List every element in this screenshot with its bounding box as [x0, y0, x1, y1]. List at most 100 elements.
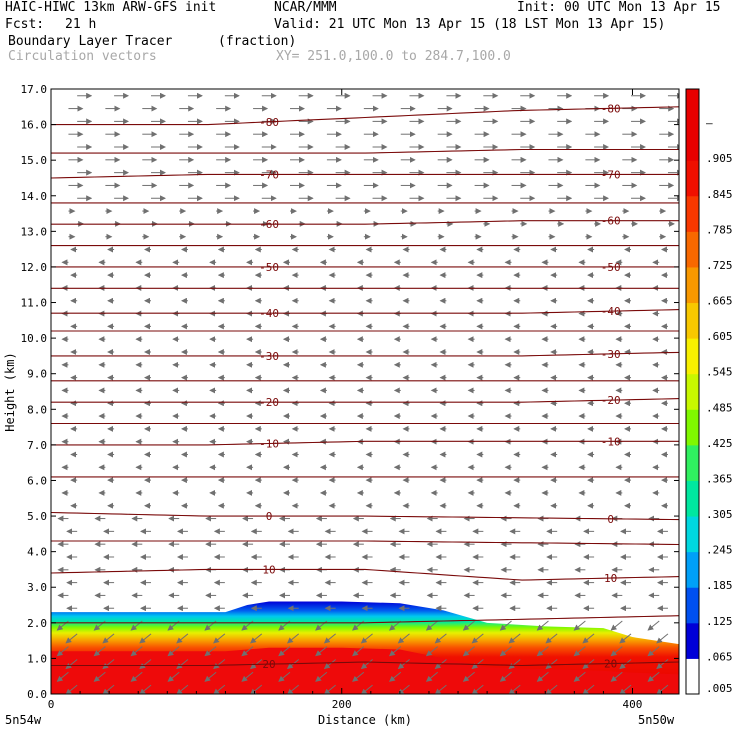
vector-arrow — [573, 620, 586, 631]
vector-arrow — [241, 646, 254, 657]
y-tick-label: 4.0 — [27, 546, 47, 559]
x-tick-label: 400 — [623, 698, 643, 711]
y-tick-label: 8.0 — [27, 403, 47, 416]
vector-arrow — [656, 659, 669, 670]
contour-line — [51, 661, 679, 667]
vector-arrow — [102, 684, 115, 694]
contour-line — [51, 540, 679, 546]
plot-frame — [50, 88, 680, 695]
vector-arrow — [397, 659, 410, 670]
vector-arrow — [425, 620, 439, 631]
valid-time: Valid: 21 UTC Mon 13 Apr 15 (18 LST Mon … — [274, 17, 666, 32]
vector-arrow — [250, 684, 263, 694]
field1-name: Boundary Layer Tracer — [8, 34, 173, 49]
colorbar-segment — [686, 373, 699, 410]
colorbar-segment — [686, 338, 699, 375]
vector-arrow — [647, 646, 660, 657]
contour-label-left: -30 — [259, 350, 279, 363]
y-tick-label: 5.0 — [27, 510, 47, 523]
vector-arrow — [545, 659, 558, 670]
y-tick-label: 9.0 — [27, 368, 47, 381]
contour-line — [51, 106, 679, 126]
y-axis: 0.0 1.0 2.0 3.0 4.0 5.0 6.0 7.0 8.0 9.0 10.0 11.0 12… — [21, 83, 679, 701]
vector-arrow — [536, 620, 549, 631]
vector-arrow — [56, 646, 69, 657]
contour-label-left: -80 — [259, 116, 279, 129]
temperature-contours: -80 -80 -70 -70 -60 -60 -50 -50 -40 -40 -30 -30 -20 -… — [51, 102, 679, 671]
vector-arrow — [315, 646, 328, 657]
vector-arrow — [647, 671, 660, 682]
vector-arrow — [323, 684, 336, 694]
vector-arrow — [656, 633, 669, 644]
vector-arrow — [65, 684, 78, 694]
colorbar-segment — [686, 516, 699, 553]
vector-arrow — [65, 633, 78, 644]
vector-arrow — [573, 671, 586, 682]
contour-line — [51, 173, 679, 179]
vector-arrow — [286, 633, 300, 644]
fcst-label: Fcst: — [5, 17, 45, 32]
vector-arrow — [352, 671, 365, 682]
contour-label-right: -80 — [601, 102, 621, 115]
vector-arrow — [462, 671, 475, 682]
x-tick-label: 0 — [48, 698, 55, 711]
vector-arrow — [397, 633, 410, 644]
init-time: Init: 00 UTC Mon 13 Apr 15 — [517, 0, 721, 15]
colorbar-label: .185 — [706, 579, 733, 592]
colorbar-segment — [686, 302, 699, 339]
y-tick-label: 6.0 — [27, 474, 47, 487]
colorbar-frame — [685, 88, 700, 695]
vector-arrow — [213, 633, 226, 644]
vector-arrow — [536, 671, 549, 682]
colorbar-label: .725 — [706, 259, 733, 272]
circulation-vectors — [56, 92, 679, 694]
xy-range: XY= 251.0,100.0 to 284.7,100.0 — [276, 49, 511, 64]
contour-label-right: -30 — [601, 348, 621, 361]
contour-label-left: 0 — [266, 510, 273, 523]
vector-arrow — [352, 646, 365, 657]
vector-arrow — [139, 633, 152, 644]
colorbar-segment — [686, 444, 699, 481]
vector-arrow — [462, 646, 475, 657]
vector-arrow — [499, 620, 512, 631]
colorbar-label: .545 — [706, 366, 733, 379]
vector-arrow — [499, 646, 512, 657]
colorbar-label: .125 — [706, 615, 733, 628]
vector-arrow — [388, 671, 402, 682]
vector-arrow — [610, 620, 623, 631]
y-tick-label: 13.0 — [21, 225, 48, 238]
vector-arrow — [323, 659, 336, 670]
vector-arrow — [167, 671, 180, 682]
vector-arrow — [93, 646, 106, 657]
vector-arrow — [656, 684, 669, 694]
colorbar-label: .845 — [706, 188, 733, 201]
y-tick-label: 16.0 — [21, 119, 48, 132]
colorbar-label: .065 — [706, 650, 733, 663]
colorbar-label: .605 — [706, 330, 733, 343]
y-tick-label: 1.0 — [27, 652, 47, 665]
vector-arrow — [139, 659, 152, 670]
colorbar-segment — [686, 89, 699, 126]
contour-label-right: -40 — [601, 305, 621, 318]
vector-arrow — [323, 633, 336, 644]
y-tick-label: 7.0 — [27, 439, 47, 452]
contour-label-right: 0 — [607, 513, 614, 526]
colorbar-label: .425 — [706, 437, 733, 450]
x-tick-label: 200 — [332, 698, 352, 711]
colorbar-label: .245 — [706, 544, 733, 557]
vector-arrow — [388, 646, 402, 657]
vector-arrow — [213, 659, 226, 670]
colorbar-label: .005 — [706, 682, 733, 695]
y-tick-label: 17.0 — [21, 83, 48, 96]
vector-arrow — [508, 633, 521, 644]
contour-label-right: 10 — [604, 572, 617, 585]
vector-arrow — [278, 671, 291, 682]
y-tick-label: 12.0 — [21, 261, 48, 274]
contour-label-left: -10 — [259, 437, 279, 450]
tracer-core — [51, 647, 679, 694]
colorbar-label: .905 — [706, 152, 733, 165]
contour-label-right: -10 — [601, 435, 621, 448]
vector-arrow — [167, 646, 180, 657]
colorbar-segment — [686, 587, 699, 624]
